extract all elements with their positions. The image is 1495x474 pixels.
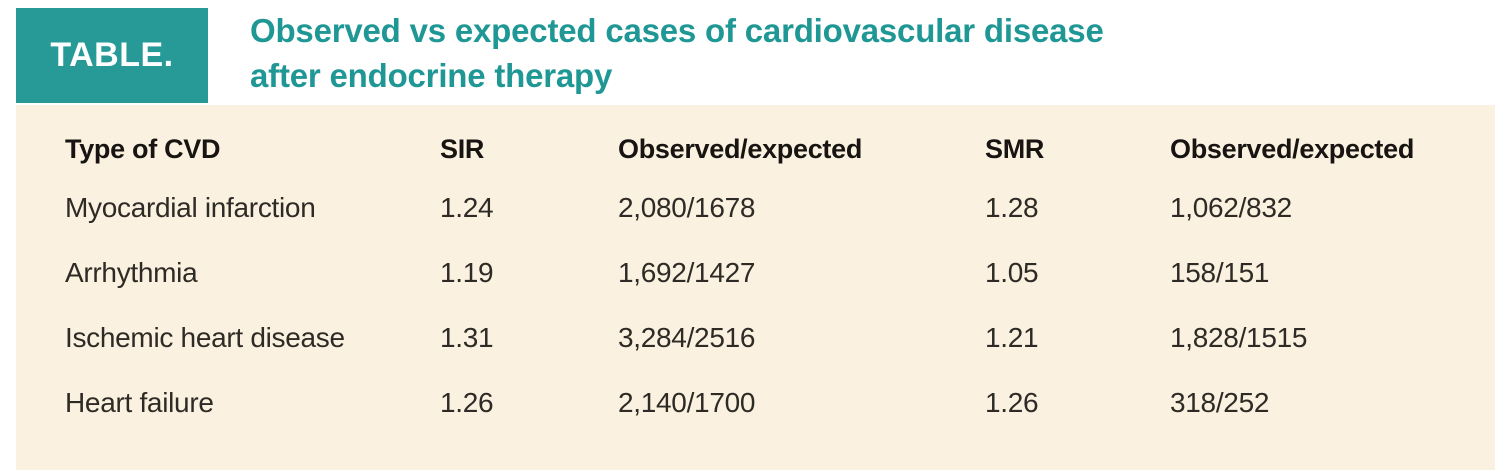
table-row: Heart failure 1.26 2,140/1700 1.26 318/2… — [65, 370, 1470, 435]
table-row: Arrhythmia 1.19 1,692/1427 1.05 158/151 — [65, 240, 1470, 305]
smr-observed-expected: 1,828/1515 — [1170, 321, 1308, 353]
row-label: Myocardial infarction — [65, 191, 316, 223]
figure-title-line1: Observed vs expected cases of cardiovasc… — [250, 12, 1104, 49]
sir-observed-expected: 3,284/2516 — [618, 321, 756, 353]
smr-observed-expected: 1,062/832 — [1170, 191, 1292, 223]
row-label: Arrhythmia — [65, 256, 198, 288]
row-label: Ischemic heart disease — [65, 321, 345, 353]
smr-value: 1.21 — [985, 321, 1039, 353]
sir-value: 1.31 — [440, 321, 494, 353]
table-panel: Type of CVD SIR Observed/expected SMR Ob… — [16, 105, 1495, 470]
header-smr: SMR — [985, 133, 1045, 164]
sir-observed-expected: 1,692/1427 — [618, 256, 756, 288]
table-header-row: Type of CVD SIR Observed/expected SMR Ob… — [65, 123, 1470, 175]
header-observed-expected-sir: Observed/expected — [618, 133, 863, 164]
table-row: Myocardial infarction 1.24 2,080/1678 1.… — [65, 175, 1470, 240]
figure-title: Observed vs expected cases of cardiovasc… — [250, 8, 1104, 98]
row-label: Heart failure — [65, 386, 214, 418]
sir-observed-expected: 2,080/1678 — [618, 191, 756, 223]
sir-value: 1.24 — [440, 191, 494, 223]
sir-value: 1.19 — [440, 256, 494, 288]
smr-observed-expected: 158/151 — [1170, 256, 1270, 288]
sir-observed-expected: 2,140/1700 — [618, 386, 756, 418]
table-row: Ischemic heart disease 1.31 3,284/2516 1… — [65, 305, 1470, 370]
header-sir: SIR — [440, 133, 485, 164]
smr-observed-expected: 318/252 — [1170, 386, 1270, 418]
cvd-data-table: Type of CVD SIR Observed/expected SMR Ob… — [65, 123, 1470, 435]
table-badge-label: TABLE. — [50, 36, 174, 74]
figure-title-line2: after endocrine therapy — [250, 57, 613, 94]
header-type-of-cvd: Type of CVD — [65, 133, 221, 164]
smr-value: 1.28 — [985, 191, 1039, 223]
sir-value: 1.26 — [440, 386, 494, 418]
smr-value: 1.05 — [985, 256, 1039, 288]
table-badge: TABLE. — [16, 8, 208, 103]
smr-value: 1.26 — [985, 386, 1039, 418]
header-observed-expected-smr: Observed/expected — [1170, 133, 1415, 164]
